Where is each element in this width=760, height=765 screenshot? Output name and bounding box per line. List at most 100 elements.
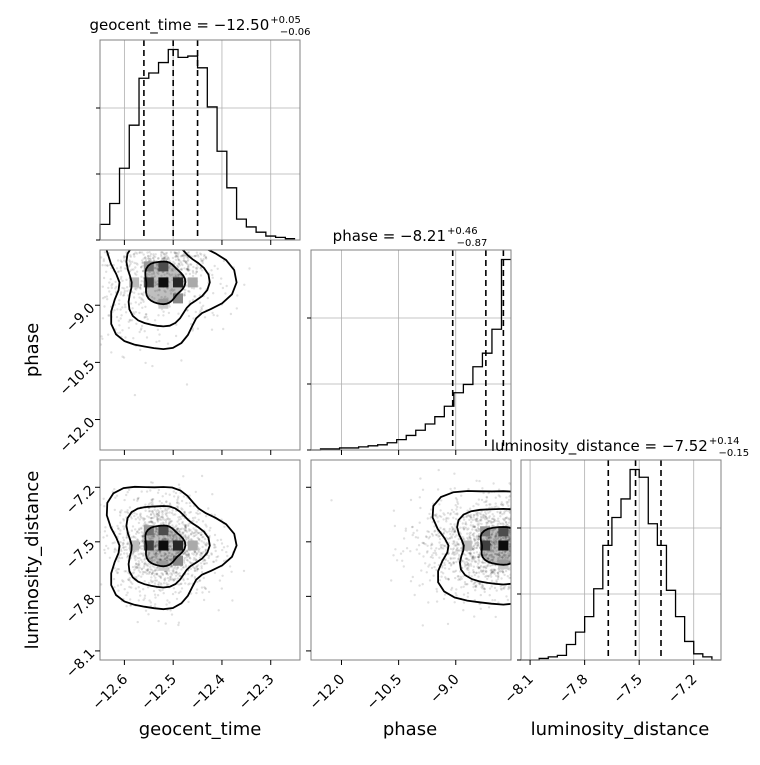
sample-point	[169, 609, 172, 612]
sample-point	[186, 267, 189, 271]
sample-point	[184, 529, 188, 532]
sample-point	[184, 524, 187, 527]
sample-point	[199, 309, 202, 312]
sample-point	[92, 265, 94, 267]
sample-point	[197, 255, 200, 258]
sample-point	[462, 560, 465, 563]
sample-point	[113, 309, 116, 312]
sample-point	[155, 527, 158, 531]
sample-point	[471, 558, 474, 561]
sample-point	[187, 552, 190, 555]
sample-point	[482, 565, 485, 568]
sample-point	[167, 579, 171, 582]
sample-point	[125, 552, 129, 555]
sample-point	[171, 592, 175, 596]
sample-point	[204, 549, 207, 552]
density-cell	[173, 555, 183, 566]
sample-point	[186, 309, 189, 312]
contour-level-1	[479, 526, 511, 566]
sample-point	[184, 534, 187, 537]
sample-point	[211, 276, 214, 279]
sample-point	[508, 554, 511, 557]
sample-point	[205, 543, 208, 546]
sample-point	[123, 498, 126, 502]
sample-point	[143, 580, 146, 583]
sample-point	[462, 536, 465, 539]
sample-point	[451, 528, 454, 531]
sample-point	[149, 501, 152, 504]
sample-point	[449, 487, 452, 491]
histogram-layer	[99, 48, 721, 661]
sample-point	[168, 577, 172, 581]
sample-point	[463, 538, 466, 541]
sample-point	[465, 563, 468, 567]
sample-point	[445, 520, 448, 523]
sample-point	[507, 552, 510, 555]
sample-point	[492, 541, 496, 544]
sample-point	[493, 571, 496, 574]
sample-point	[116, 571, 119, 574]
sample-point	[479, 607, 482, 610]
xlabel-phase: phase	[383, 719, 437, 740]
sample-point	[181, 508, 184, 511]
sample-point	[180, 255, 184, 258]
sample-point	[110, 284, 113, 287]
sample-point	[211, 273, 214, 277]
sample-point	[188, 556, 191, 559]
sample-point	[201, 520, 205, 523]
sample-point	[168, 267, 171, 270]
sample-point	[141, 534, 145, 537]
sample-point	[146, 273, 149, 276]
sample-point	[153, 545, 157, 548]
sample-point	[113, 550, 116, 554]
sample-point	[148, 557, 151, 561]
sample-point	[448, 567, 451, 571]
sample-point	[141, 539, 144, 542]
sample-point	[484, 575, 487, 578]
sample-point	[506, 509, 509, 512]
sample-point	[508, 537, 511, 540]
sample-point	[459, 526, 462, 529]
sample-point	[179, 517, 182, 521]
sample-point	[469, 553, 473, 556]
sample-point	[399, 552, 403, 555]
sample-point	[450, 530, 453, 533]
sample-point	[166, 554, 169, 558]
sample-point	[119, 308, 122, 311]
sample-point	[81, 583, 83, 585]
sample-point	[489, 572, 493, 575]
sample-point	[484, 515, 487, 518]
sample-point	[164, 558, 167, 561]
sample-point	[490, 579, 494, 582]
sample-point	[475, 519, 478, 522]
sample-point	[442, 512, 445, 515]
sample-point	[472, 548, 475, 551]
sample-point	[490, 558, 493, 562]
sample-point	[433, 529, 437, 532]
sample-point	[475, 528, 478, 531]
sample-point	[159, 558, 162, 562]
sample-point	[468, 518, 471, 522]
sample-point	[155, 550, 158, 553]
sample-point	[475, 518, 478, 521]
sample-point	[161, 588, 164, 592]
sample-point	[129, 515, 132, 518]
sample-point	[92, 274, 94, 276]
sample-point	[153, 267, 157, 270]
sample-point	[141, 573, 144, 576]
sample-point	[191, 532, 195, 535]
sample-point	[125, 286, 129, 289]
sample-point	[175, 571, 178, 574]
sample-point	[189, 504, 192, 508]
sample-point	[140, 534, 143, 538]
sample-point	[173, 262, 176, 265]
sample-point	[449, 532, 452, 536]
sample-point	[154, 542, 157, 545]
sample-point	[491, 520, 495, 524]
sample-point	[155, 543, 158, 547]
sample-point	[466, 558, 470, 561]
sample-point	[181, 533, 185, 536]
sample-point	[93, 567, 95, 569]
sample-point	[107, 314, 110, 317]
sample-point	[110, 286, 114, 290]
